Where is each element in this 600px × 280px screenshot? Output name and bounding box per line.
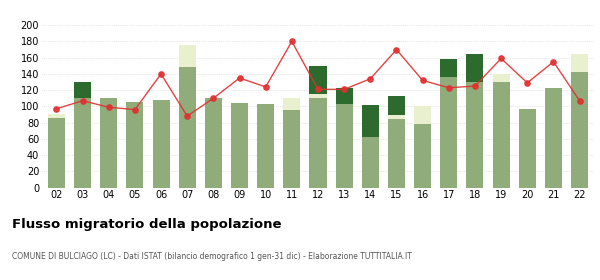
- Bar: [127, 102, 143, 188]
- Bar: [440, 59, 457, 77]
- Bar: [310, 98, 326, 188]
- Bar: [179, 67, 196, 188]
- Bar: [466, 82, 484, 188]
- Bar: [519, 109, 536, 188]
- Bar: [388, 96, 405, 115]
- Bar: [362, 137, 379, 188]
- Bar: [466, 54, 484, 82]
- Bar: [571, 54, 588, 72]
- Bar: [545, 88, 562, 188]
- Text: COMUNE DI BULCIAGO (LC) - Dati ISTAT (bilancio demografico 1 gen-31 dic) - Elabo: COMUNE DI BULCIAGO (LC) - Dati ISTAT (bi…: [12, 252, 412, 261]
- Bar: [414, 124, 431, 188]
- Bar: [493, 82, 509, 188]
- Bar: [283, 98, 301, 110]
- Bar: [362, 105, 379, 137]
- Bar: [440, 77, 457, 188]
- Bar: [100, 98, 117, 188]
- Bar: [48, 118, 65, 188]
- Bar: [205, 98, 222, 188]
- Bar: [74, 82, 91, 98]
- Bar: [283, 110, 301, 188]
- Bar: [335, 104, 353, 188]
- Bar: [571, 72, 588, 188]
- Bar: [388, 115, 405, 119]
- Bar: [231, 103, 248, 188]
- Bar: [493, 74, 509, 82]
- Bar: [335, 88, 353, 104]
- Bar: [152, 100, 170, 188]
- Bar: [257, 104, 274, 188]
- Bar: [48, 114, 65, 118]
- Bar: [310, 66, 326, 94]
- Bar: [388, 119, 405, 188]
- Bar: [310, 94, 326, 98]
- Bar: [74, 98, 91, 188]
- Text: Flusso migratorio della popolazione: Flusso migratorio della popolazione: [12, 218, 281, 231]
- Bar: [414, 106, 431, 124]
- Bar: [179, 45, 196, 67]
